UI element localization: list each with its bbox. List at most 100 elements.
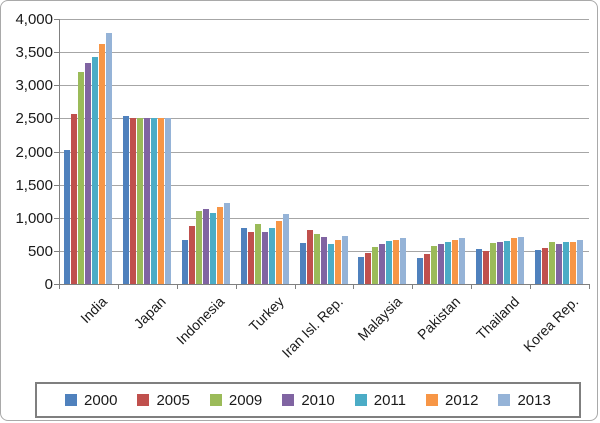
x-axis-category-label: Malaysia: [354, 293, 405, 344]
bar-Malaysia-2011: [386, 240, 393, 284]
gridline: [59, 118, 589, 119]
gridline: [59, 185, 589, 186]
y-axis-tick: [54, 118, 59, 119]
bar-Indonesia-2005: [188, 226, 195, 284]
bar-India-2012: [98, 44, 105, 284]
x-axis-category-label: Pakistan: [414, 293, 464, 343]
legend-label: 2013: [517, 391, 551, 409]
legend-label: 2005: [156, 391, 190, 409]
bar-Turkey-2000: [240, 228, 247, 284]
y-axis-label: 2,000: [15, 144, 53, 161]
bar-Iran Isl. Rep.-2000: [299, 242, 306, 284]
bar-Malaysia-2012: [393, 239, 400, 284]
bar-Korea Rep.-2013: [577, 240, 584, 284]
y-axis-label: 1,000: [15, 210, 53, 227]
x-axis-tick: [236, 284, 237, 289]
y-axis-label: 500: [27, 243, 53, 260]
bar-Thailand-2010: [497, 242, 504, 284]
bar-India-2011: [91, 57, 98, 284]
bar-Thailand-2013: [518, 237, 525, 284]
bar-Japan-2012: [157, 118, 164, 284]
legend-label: 2011: [373, 391, 406, 409]
bar-Thailand-2011: [504, 240, 511, 284]
gridline: [59, 52, 589, 53]
legend-label: 2010: [301, 391, 335, 409]
legend-label: 2009: [228, 391, 263, 409]
bar-Turkey-2011: [268, 228, 275, 284]
legend-item-2012: 2012: [426, 393, 478, 408]
legend-swatch-icon: [65, 394, 78, 406]
y-axis-label: 3,500: [15, 44, 53, 61]
x-axis-category-label: Korea Rep.: [519, 293, 582, 355]
y-axis-label: 2,500: [15, 110, 53, 127]
legend-item-2000: 2000: [65, 393, 117, 408]
bar-Indonesia-2009: [195, 211, 202, 284]
y-axis-tick: [54, 152, 59, 153]
gridline: [59, 19, 589, 20]
x-axis-category-label: Turkey: [245, 293, 287, 335]
bar-Malaysia-2013: [400, 237, 407, 284]
y-axis-label: 3,000: [15, 77, 53, 94]
x-axis-category-label: Indonesia: [173, 293, 228, 348]
bar-Indonesia-2013: [223, 203, 230, 284]
bar-Pakistan-2010: [438, 244, 445, 285]
legend-item-2013: 2013: [498, 391, 551, 409]
bar-Pakistan-2011: [445, 241, 452, 284]
y-axis-label: 1,500: [15, 177, 53, 194]
y-axis-tick: [54, 284, 59, 285]
bar-India-2009: [77, 72, 84, 284]
x-axis-line: [59, 284, 589, 285]
bar-Malaysia-2009: [372, 246, 379, 284]
x-axis-category-label: Thailand: [472, 293, 523, 343]
legend-swatch-icon: [137, 394, 150, 406]
legend-swatch-icon: [209, 394, 222, 406]
legend-swatch-icon: [498, 394, 511, 406]
bar-Korea Rep.-2010: [556, 243, 563, 284]
bar-Iran Isl. Rep.-2012: [334, 240, 341, 284]
bar-Turkey-2005: [247, 232, 254, 284]
bar-Pakistan-2013: [459, 237, 466, 284]
x-axis-category-label: Iran Isl. Rep.: [278, 293, 346, 361]
bar-Turkey-2012: [275, 221, 282, 284]
legend-swatch-icon: [354, 394, 367, 406]
y-axis-tick: [54, 52, 59, 53]
x-axis-tick: [471, 284, 472, 289]
legend-swatch-icon: [282, 394, 295, 406]
bar-Iran Isl. Rep.-2005: [306, 230, 313, 284]
bar-Indonesia-2000: [181, 240, 188, 284]
legend-label: 2000: [84, 391, 118, 409]
legend-label: 2012: [445, 391, 479, 409]
bar-Iran Isl. Rep.-2011: [327, 244, 334, 285]
legend-swatch-icon: [426, 394, 439, 406]
y-axis-tick: [54, 218, 59, 219]
legend-item-2005: 2005: [137, 391, 190, 409]
legend-item-2010: 2010: [282, 391, 335, 409]
legend-item-2011: 2011: [354, 391, 406, 409]
bar-Thailand-2000: [476, 248, 483, 284]
x-axis-tick: [118, 284, 119, 289]
bar-Thailand-2009: [490, 242, 497, 284]
x-axis-tick: [412, 284, 413, 289]
bar-Malaysia-2010: [379, 243, 386, 284]
bar-Pakistan-2000: [417, 258, 424, 284]
bar-Turkey-2010: [261, 232, 268, 284]
bar-India-2005: [70, 114, 77, 284]
bar-Thailand-2005: [483, 250, 490, 284]
bar-Turkey-2009: [254, 224, 261, 284]
y-axis-tick: [54, 185, 59, 186]
bar-Turkey-2013: [282, 214, 289, 284]
bar-Malaysia-2000: [358, 256, 365, 284]
bar-Korea Rep.-2000: [535, 250, 542, 284]
x-axis-tick: [589, 284, 590, 289]
bar-Japan-2010: [143, 117, 150, 284]
bar-Japan-2000: [122, 115, 129, 284]
bar-Japan-2009: [136, 118, 143, 284]
x-axis-category-label: Japan: [130, 293, 169, 332]
y-axis-label: 4,000: [15, 11, 53, 28]
x-axis-tick: [59, 284, 60, 289]
bar-Iran Isl. Rep.-2009: [313, 233, 320, 284]
gridline: [59, 152, 589, 153]
bar-India-2000: [63, 150, 70, 284]
